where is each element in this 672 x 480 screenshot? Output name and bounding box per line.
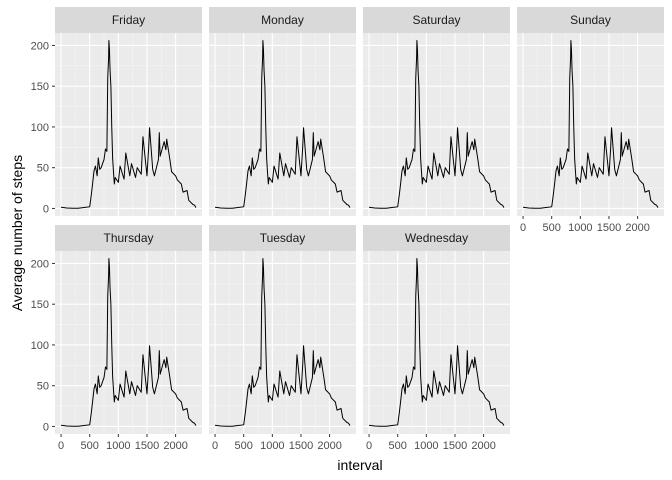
x-tick-label: 2000	[163, 440, 187, 452]
facet-strip	[55, 7, 202, 33]
series-line	[60, 40, 197, 209]
facet-strip	[209, 225, 356, 251]
x-tick-label: 1000	[106, 440, 130, 452]
x-tick-label: 0	[212, 440, 218, 452]
facet-strip	[363, 7, 510, 33]
x-tick-label: 1500	[597, 222, 621, 234]
x-tick-label: 1000	[414, 440, 438, 452]
y-tick-label: 100	[31, 340, 49, 352]
facet-panel-saturday: Saturday	[363, 7, 510, 216]
facet-panel-monday: Monday	[209, 7, 356, 216]
x-tick-label: 2000	[317, 440, 341, 452]
y-tick-label: 150	[31, 81, 49, 93]
y-tick-label: 50	[37, 381, 49, 393]
facet-label: Thursday	[103, 231, 153, 245]
y-tick-label: 100	[31, 122, 49, 134]
facet-panel-sunday: Sunday 0 500 1000 1500 2000	[517, 7, 664, 234]
facet-panel-wednesday: Wednesday 0 500 1000 1500 2000	[363, 225, 510, 452]
panel-background	[363, 33, 510, 216]
x-tick-label: 500	[81, 440, 99, 452]
panel-background	[363, 251, 510, 434]
facet-panel-tuesday: Tuesday 0 500 1000 1500 2000	[209, 225, 356, 452]
x-tick-label: 1000	[568, 222, 592, 234]
x-tick-label: 1500	[443, 440, 467, 452]
series-line	[214, 258, 351, 427]
y-tick-label: 0	[43, 203, 49, 215]
x-tick-label: 1000	[260, 440, 284, 452]
x-tick-label: 0	[520, 222, 526, 234]
x-axis-title: interval	[337, 457, 382, 473]
facet-label: Friday	[112, 13, 145, 27]
panel-background	[517, 33, 664, 216]
x-tick-label: 1500	[135, 440, 159, 452]
series-line	[368, 40, 505, 209]
panel-background	[55, 33, 202, 216]
series-line	[368, 258, 505, 427]
y-tick-label: 200	[31, 258, 49, 270]
facet-strip	[55, 225, 202, 251]
y-tick-label: 150	[31, 299, 49, 311]
facet-label: Saturday	[412, 13, 460, 27]
y-tick-label: 50	[37, 163, 49, 175]
series-line	[60, 258, 197, 427]
series-line	[214, 40, 351, 209]
facet-label: Monday	[261, 13, 304, 27]
facet-strip	[363, 225, 510, 251]
facet-label: Sunday	[570, 13, 611, 27]
facet-strip	[209, 7, 356, 33]
x-tick-label: 0	[58, 440, 64, 452]
x-tick-label: 0	[366, 440, 372, 452]
y-axis-title: Average number of steps	[9, 155, 25, 311]
series-line	[522, 40, 659, 209]
facet-label: Tuesday	[260, 231, 306, 245]
x-tick-label: 1500	[289, 440, 313, 452]
x-tick-label: 500	[543, 222, 561, 234]
x-tick-label: 2000	[625, 222, 649, 234]
x-tick-label: 500	[389, 440, 407, 452]
y-tick-label: 200	[31, 40, 49, 52]
panel-background	[209, 251, 356, 434]
x-tick-label: 500	[235, 440, 253, 452]
x-tick-label: 2000	[471, 440, 495, 452]
panel-background	[209, 33, 356, 216]
facet-label: Wednesday	[405, 231, 468, 245]
y-tick-label: 0	[43, 421, 49, 433]
facet-panel-friday: Friday 0 50 100 150 200	[31, 7, 202, 216]
facet-strip	[517, 7, 664, 33]
panel-background	[55, 251, 202, 434]
